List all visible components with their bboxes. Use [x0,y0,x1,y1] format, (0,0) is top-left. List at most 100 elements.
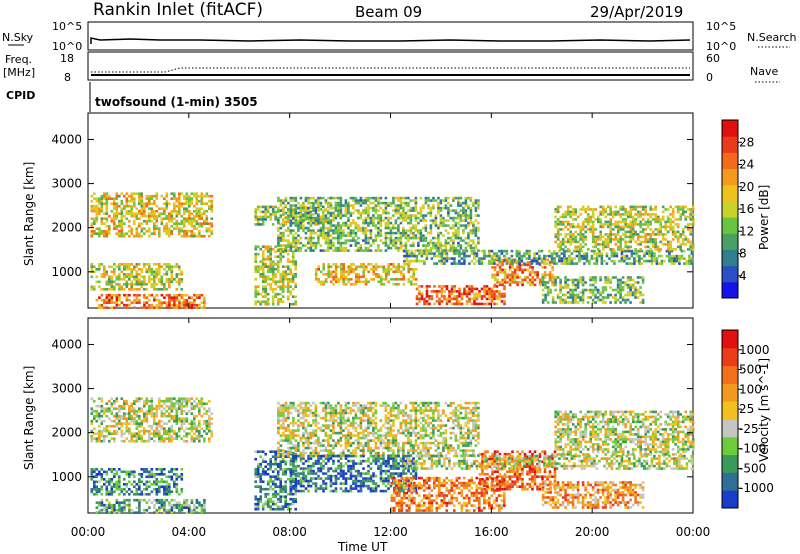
data-cell [563,249,566,253]
data-cell [412,275,415,279]
data-cell [596,215,600,219]
data-cell [573,257,576,260]
data-cell [143,263,146,266]
data-cell [105,301,109,304]
data-cell [516,263,519,267]
data-cell [505,252,509,255]
data-cell [105,204,109,208]
data-cell [163,217,166,220]
data-cell [610,254,614,258]
data-cell [180,204,184,208]
data-cell [133,301,136,304]
data-cell [619,288,622,292]
data-cell [569,243,572,246]
data-cell [579,298,582,302]
data-cell [407,236,410,240]
data-cell [384,216,388,220]
data-cell [158,229,161,233]
data-cell [347,211,350,215]
data-cell [115,227,119,230]
data-cell [377,199,380,202]
data-cell [294,236,298,240]
data-cell [108,229,111,233]
data-cell [434,244,438,247]
data-cell [352,219,355,222]
data-cell [170,224,174,228]
data-cell [439,231,443,235]
data-cell [536,273,539,277]
data-cell [118,219,121,223]
data-cell [158,232,161,235]
data-cell [138,473,141,476]
data-cell [195,427,199,430]
data-cell [168,285,171,289]
data-cell [155,306,159,309]
data-cell [691,248,695,251]
data-cell [437,211,440,215]
data-cell [108,429,111,433]
data-cell [143,212,146,215]
data-cell [153,296,156,299]
data-cell [564,281,567,284]
data-cell [655,262,659,265]
data-cell [354,231,358,235]
data-cell [392,199,395,202]
data-cell [165,280,169,284]
colorbar-segment [722,217,738,234]
data-cell [639,223,642,226]
data-cell [150,214,154,218]
data-cell [624,220,627,224]
data-cell [138,222,141,225]
data-cell [90,437,94,440]
data-cell [203,222,206,225]
data-cell [609,286,612,289]
data-cell [419,211,423,215]
data-cell [384,196,388,200]
data-cell [469,219,473,222]
data-cell [289,244,293,247]
data-cell [118,407,121,410]
data-cell [163,480,166,484]
data-cell [418,300,421,303]
data-cell [145,511,149,514]
data-cell [140,204,144,208]
data-cell [342,221,345,225]
data-cell [576,286,580,289]
data-cell [634,208,637,211]
data-cell [190,434,194,438]
data-cell [304,244,308,247]
data-cell [447,219,450,222]
data-cell [377,214,380,217]
data-cell [463,290,466,293]
data-cell [264,280,267,283]
data-cell [418,249,421,253]
data-cell [165,301,169,304]
data-cell [462,224,465,227]
data-cell [415,295,419,298]
data-cell [611,228,615,231]
data-cell [289,267,292,271]
data-cell [100,508,104,512]
data-cell [543,276,547,279]
data-cell [284,196,288,200]
data-cell [173,429,176,433]
data-cell [404,246,408,250]
data-cell [190,192,194,195]
data-cell [379,239,383,242]
data-cell [120,199,124,203]
data-cell [362,199,365,202]
data-cell [387,226,390,230]
data-cell [574,245,577,249]
data-cell [291,245,295,248]
data-cell [317,278,320,281]
data-cell [138,478,141,481]
data-cell [299,241,303,245]
data-cell [569,223,572,226]
colorbar-tick-label: 12 [739,224,754,238]
data-cell [133,475,136,479]
data-cell [399,196,403,200]
data-cell [294,244,298,247]
data-cell [203,202,206,205]
data-cell [296,215,300,219]
data-cell [354,239,358,242]
